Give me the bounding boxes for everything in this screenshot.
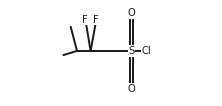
Text: F: F	[83, 15, 88, 24]
Text: F: F	[93, 15, 99, 24]
Text: O: O	[127, 8, 135, 18]
Text: S: S	[128, 46, 135, 56]
Text: O: O	[127, 84, 135, 94]
Text: Cl: Cl	[142, 46, 151, 56]
